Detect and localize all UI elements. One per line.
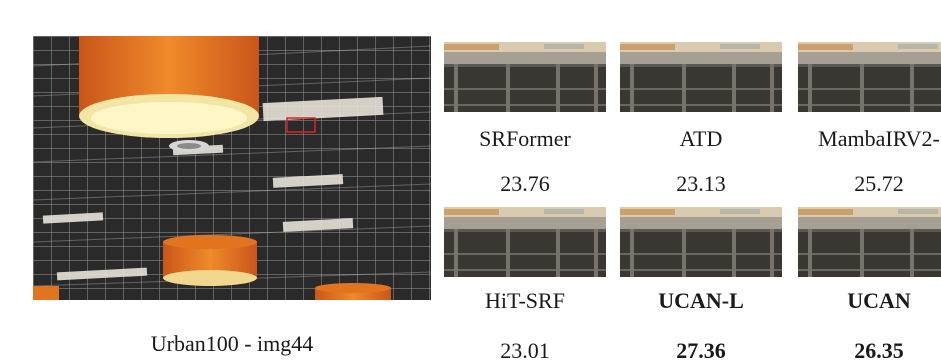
psnr-score: 26.35 (854, 338, 904, 363)
crop-image (798, 42, 941, 112)
method-name: HiT-SRF (485, 288, 565, 313)
psnr-score: 23.76 (500, 171, 550, 196)
psnr-score: 27.36 (676, 338, 726, 363)
crop-image (798, 207, 941, 277)
method-name: ATD (679, 126, 723, 151)
crop-image (620, 207, 782, 277)
main-photo (33, 36, 431, 300)
method-name: UCAN-L (658, 288, 744, 313)
method-name: SRFormer (479, 126, 571, 151)
method-name: MambaIRV2- (818, 126, 940, 151)
crop-image (444, 207, 606, 277)
crop-image (620, 42, 782, 112)
psnr-score: 23.01 (500, 338, 550, 363)
ceiling-photo (33, 36, 431, 300)
psnr-score: 25.72 (854, 171, 904, 196)
orange-lamp-shape (79, 36, 259, 138)
main-image-caption: Urban100 - img44 (150, 331, 314, 356)
crop-image (444, 42, 606, 112)
method-name: UCAN (847, 288, 911, 313)
zoom-region-box (286, 117, 316, 133)
psnr-score: 23.13 (676, 171, 726, 196)
